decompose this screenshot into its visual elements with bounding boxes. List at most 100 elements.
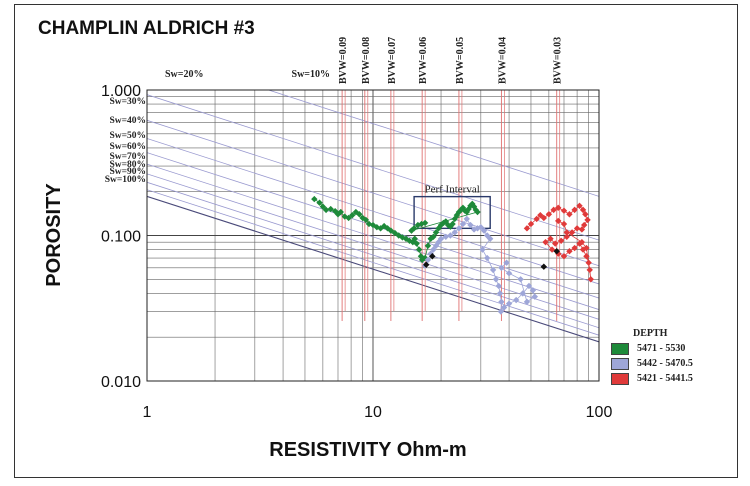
data-point <box>586 266 593 274</box>
sw-label: Sw=20% <box>165 69 203 80</box>
data-point <box>578 238 586 246</box>
chart-title: CHAMPLIN ALDRICH #3 <box>38 18 255 39</box>
data-point <box>334 211 342 218</box>
sw-label: Sw=30% <box>109 97 146 107</box>
data-point <box>555 217 562 225</box>
bvw-label: BVW=0.06 <box>418 37 429 84</box>
series-line <box>424 218 536 313</box>
sw-label: Sw=50% <box>109 131 146 141</box>
sw-line <box>147 119 599 267</box>
data-point <box>568 229 576 236</box>
bvw-label: BVW=0.07 <box>387 37 398 84</box>
x-tick-label: 100 <box>586 404 613 421</box>
chart-frame <box>14 4 738 478</box>
plot-border <box>146 89 600 382</box>
sw-label: Sw=40% <box>109 116 146 126</box>
data-point <box>566 211 573 218</box>
data-point <box>587 276 595 283</box>
sw-line <box>147 163 599 310</box>
data-point <box>498 264 505 271</box>
legend-swatch-2 <box>611 372 629 385</box>
data-point <box>387 227 395 234</box>
data-point <box>553 248 560 255</box>
data-point <box>582 211 589 218</box>
y-axis-label: POROSITY <box>43 183 65 287</box>
data-point <box>537 211 544 219</box>
data-point <box>498 298 505 306</box>
data-point <box>512 296 520 304</box>
data-point <box>545 211 553 218</box>
sw-line <box>147 94 599 241</box>
data-point <box>451 229 458 236</box>
data-point <box>540 214 548 222</box>
y-tick-label: 1.000 <box>101 83 141 100</box>
data-point <box>533 215 540 223</box>
sw-label: Sw=10% <box>292 69 330 80</box>
data-point <box>505 300 513 307</box>
data-point <box>560 207 568 214</box>
data-point <box>529 287 537 294</box>
data-point <box>449 220 456 228</box>
data-point <box>457 206 465 214</box>
data-point <box>585 259 592 266</box>
data-point <box>395 232 402 239</box>
data-point <box>413 240 420 247</box>
series-layer <box>311 195 595 315</box>
data-point <box>573 225 581 232</box>
legend-label-0: 5471 - 5530 <box>637 343 686 354</box>
data-point <box>411 235 418 242</box>
legend-item-2: 5421 - 5441.5 <box>611 371 693 386</box>
data-point <box>550 206 557 214</box>
y-tick-label: 0.010 <box>101 374 141 391</box>
data-point <box>437 221 445 229</box>
sw-label: Sw=80% <box>109 160 146 170</box>
data-point <box>459 220 467 228</box>
data-point <box>578 226 586 233</box>
y-tick-label: 0.100 <box>101 229 141 246</box>
data-point <box>432 229 440 236</box>
data-point <box>557 237 565 244</box>
sw-label: Sw=100% <box>105 175 146 185</box>
data-point <box>584 216 591 224</box>
legend: DEPTH 5471 - 5530 5442 - 5470.5 5421 - 5… <box>611 328 693 386</box>
data-point <box>579 246 587 253</box>
legend-item-1: 5442 - 5470.5 <box>611 356 693 371</box>
data-point <box>563 229 570 236</box>
x-axis-label: RESISTIVITY Ohm-m <box>269 439 466 461</box>
perf-label: Perf Interval <box>424 184 479 196</box>
data-point <box>583 244 590 252</box>
series-line <box>526 205 592 280</box>
legend-label-1: 5442 - 5470.5 <box>637 358 693 369</box>
data-point <box>519 290 526 297</box>
data-point <box>316 199 323 206</box>
data-point <box>496 290 504 297</box>
data-point <box>410 225 418 232</box>
sw-line <box>147 181 599 329</box>
data-point <box>437 235 445 242</box>
bvw-label: BVW=0.04 <box>497 37 508 84</box>
data-point <box>525 282 533 290</box>
data-point <box>495 282 502 290</box>
data-point <box>435 225 442 232</box>
data-point <box>548 246 556 253</box>
axis-labels: 1 10 100 0.010 0.100 1.000 RESISTIVITY Ohm-m PO… <box>43 69 612 461</box>
data-point <box>547 235 554 242</box>
data-point <box>492 276 500 283</box>
data-point <box>551 240 559 247</box>
data-point <box>356 211 363 218</box>
data-point <box>571 206 578 214</box>
data-point <box>560 253 568 260</box>
data-point <box>566 248 573 255</box>
data-point <box>560 220 568 228</box>
sw-label: Sw=90% <box>109 167 146 177</box>
bvw-lines: BVW=0.09 BVW=0.08 BVW=0.07 BVW=0.06 BVW=0.05… <box>338 37 564 321</box>
data-point <box>477 224 485 231</box>
legend-title: DEPTH <box>633 328 668 339</box>
data-point <box>423 261 430 268</box>
sw-label: Sw=70% <box>109 152 146 162</box>
data-point <box>527 220 535 228</box>
sw-line <box>147 138 599 285</box>
bvw-label: BVW=0.03 <box>553 37 564 84</box>
data-point <box>474 208 481 216</box>
data-point <box>489 266 497 274</box>
